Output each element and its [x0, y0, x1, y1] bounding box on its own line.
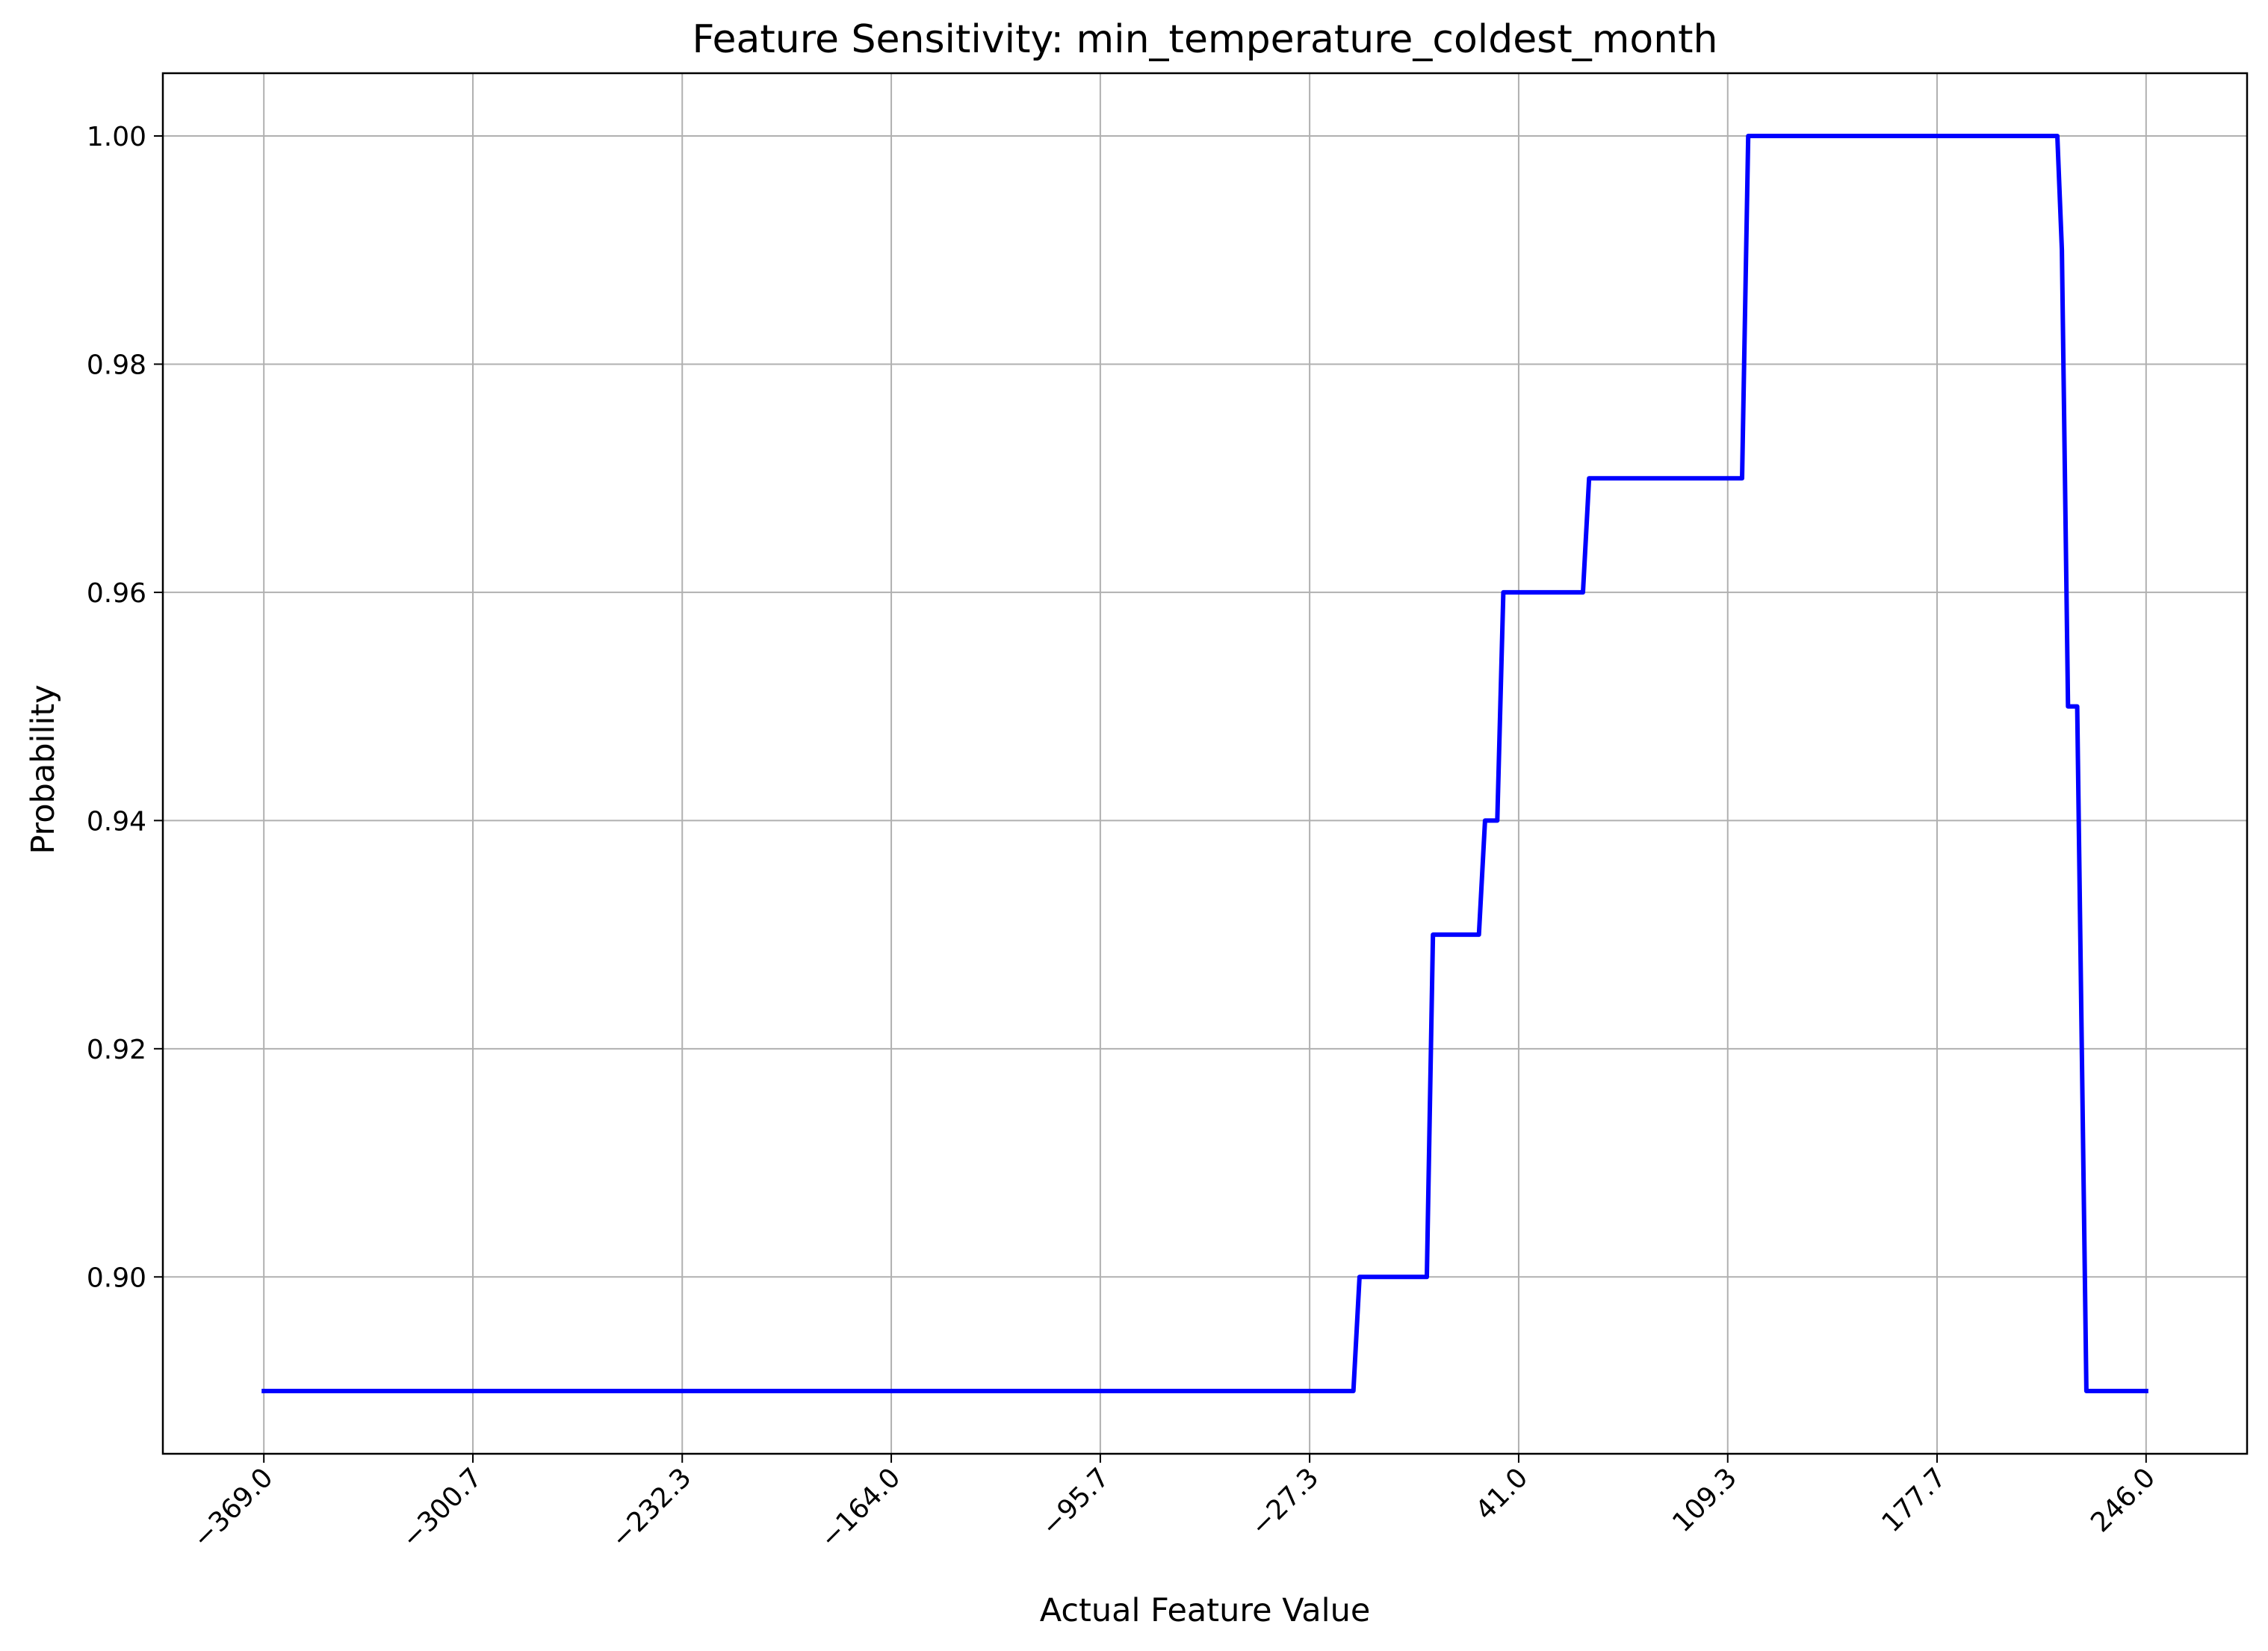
x-axis-label: Actual Feature Value	[1040, 1592, 1371, 1629]
y-tick-label: 0.94	[87, 806, 146, 837]
grid-lines	[163, 73, 2247, 1454]
y-tick-label: 0.90	[87, 1263, 146, 1293]
y-tick-label: 0.92	[87, 1035, 146, 1065]
plot-frame	[161, 72, 2249, 1455]
y-tick-label: 0.98	[87, 350, 146, 380]
y-tick-label: 1.00	[87, 122, 146, 152]
series-layer	[261, 134, 2148, 1393]
chart-title: Feature Sensitivity: min_temperature_col…	[692, 17, 1717, 62]
y-axis-label: Probability	[25, 684, 62, 854]
y-tick-label: 0.96	[87, 578, 146, 609]
probability-line	[261, 134, 2148, 1393]
